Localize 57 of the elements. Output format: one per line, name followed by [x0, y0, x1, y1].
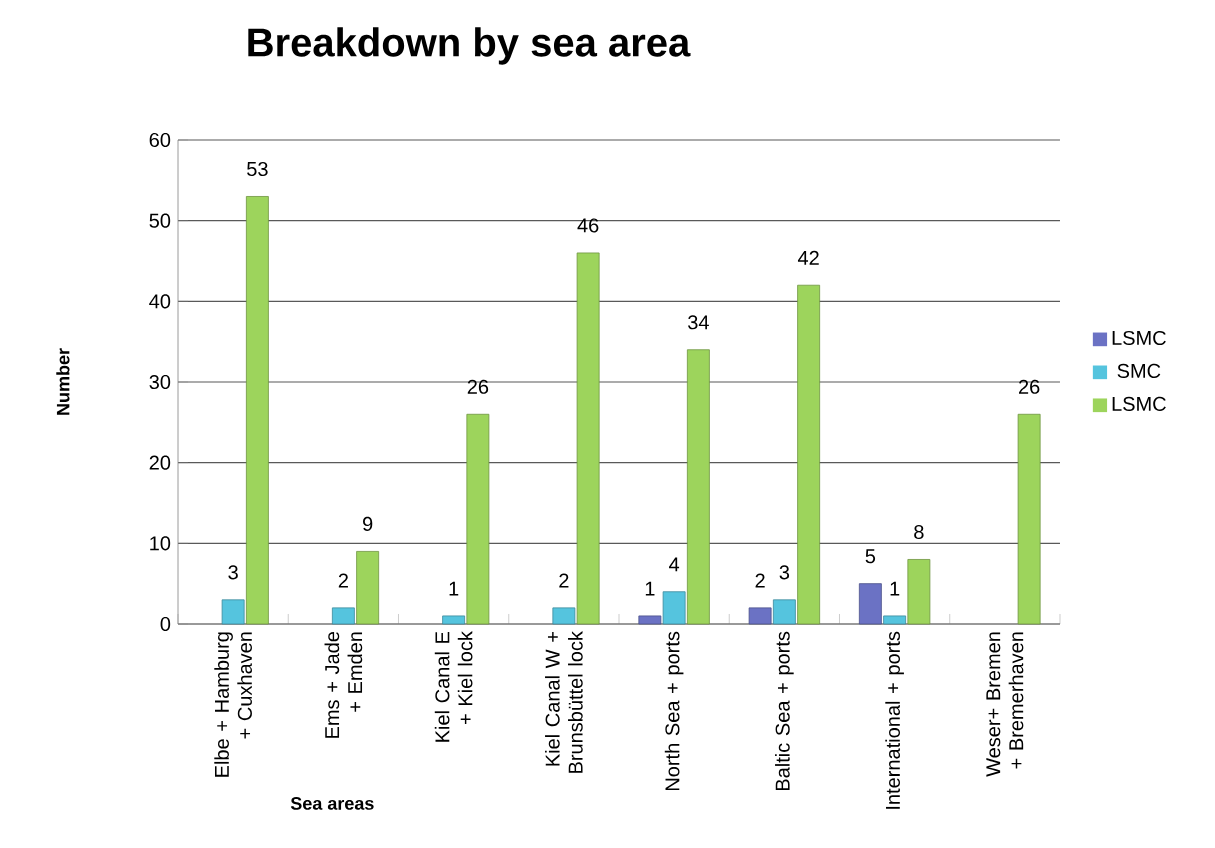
bar [662, 591, 686, 625]
y-axis-title: Number [56, 348, 70, 415]
bar [576, 252, 600, 625]
bar [686, 349, 710, 625]
bar [245, 196, 269, 625]
bar [797, 284, 821, 625]
x-tick-label: Kiel Canal E + Kiel lock [434, 631, 473, 742]
legend-label: SMC [1117, 363, 1161, 378]
bar [221, 599, 245, 625]
data-label: 3 [228, 565, 238, 580]
bar [638, 615, 662, 625]
bar [442, 615, 466, 625]
data-label: 2 [559, 573, 569, 588]
y-tick-label: 60 [149, 132, 171, 148]
data-label: 26 [467, 379, 489, 394]
x-tick-label: North Sea + ports [664, 631, 684, 791]
data-label: 46 [577, 218, 599, 233]
data-label: 2 [755, 573, 765, 588]
x-tick-label: International + ports [885, 631, 904, 809]
bar [772, 599, 796, 625]
data-label: 8 [914, 524, 924, 540]
bar [907, 559, 931, 625]
bar [356, 551, 380, 625]
x-tick-label: Weser+ Bremen + Bremerhaven [986, 632, 1024, 777]
data-label: 1 [890, 581, 900, 596]
y-tick-label: 0 [160, 616, 171, 632]
legend-label: LSMC [1112, 396, 1166, 411]
y-tick-label: 20 [149, 455, 171, 470]
bar [883, 615, 907, 625]
data-label: 26 [1019, 379, 1040, 394]
y-tick-label: 30 [149, 374, 171, 390]
data-label: 53 [247, 161, 268, 177]
data-label: 1 [449, 581, 459, 596]
x-tick-label: Baltic Sea + ports [775, 631, 794, 791]
x-tick-label: Ems + Jade + Emden [324, 631, 363, 738]
y-tick-label: 10 [150, 536, 171, 551]
data-label: 34 [688, 315, 709, 330]
data-label: 42 [797, 250, 819, 265]
bar [748, 607, 772, 625]
x-axis-title: Sea areas [290, 797, 374, 810]
data-label: 2 [338, 573, 348, 588]
legend-label: LSMC [1112, 330, 1166, 346]
data-label: 5 [865, 549, 876, 564]
y-tick-label: 50 [149, 213, 171, 228]
data-label: 3 [779, 565, 790, 580]
data-label: 4 [669, 557, 680, 572]
chart-title: Breakdown by sea area [248, 27, 691, 65]
bar [858, 583, 882, 625]
bar [331, 607, 355, 625]
x-tick-label: Kiel Canal W + Brunsbüttel lock [545, 631, 583, 773]
y-tick-label: 40 [149, 294, 171, 309]
bar [1017, 413, 1041, 625]
x-tick-label: Elbe + Hamburg + Cuxhaven [214, 632, 252, 777]
data-label: 9 [363, 516, 373, 531]
data-label: 1 [645, 581, 655, 596]
bar [466, 413, 490, 625]
bar [552, 607, 576, 625]
